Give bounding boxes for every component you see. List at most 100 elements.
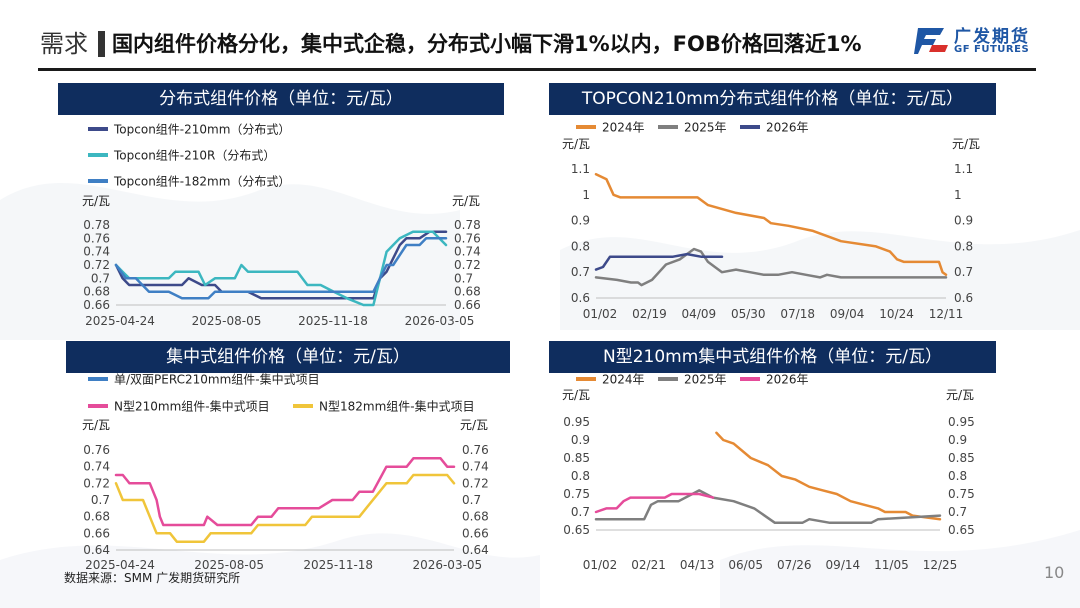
legend-label-central-1: N型210mm组件-集中式项目 <box>114 399 270 414</box>
x-tick-ntype-5: 09/14 <box>826 558 861 572</box>
y-tick-right-topcon-5: 0.6 <box>954 291 973 305</box>
legend-label-topcon-2: 2026年 <box>766 121 809 135</box>
y-tick-left-ntype-4: 0.75 <box>563 487 590 501</box>
series-line-central-1 <box>114 457 456 527</box>
x-tick-ntype-1: 02/21 <box>631 558 666 572</box>
x-tick-topcon-7: 12/11 <box>929 307 964 321</box>
y-tick-right-central-4: 0.68 <box>462 510 489 524</box>
y-tick-left-topcon-4: 0.7 <box>571 265 590 279</box>
x-tick-central-1: 2025-08-05 <box>194 558 264 572</box>
x-tick-central-0: 2025-04-24 <box>85 558 155 572</box>
legend-label-dist-2: Topcon组件-182mm（分布式） <box>113 175 290 189</box>
y-unit-right-dist: 元/瓦 <box>452 194 480 208</box>
x-tick-topcon-3: 05/30 <box>731 307 766 321</box>
logo-text-cn: 广发期货 <box>954 27 1030 47</box>
y-tick-left-dist-2: 0.74 <box>83 245 110 259</box>
x-tick-ntype-3: 06/05 <box>728 558 763 572</box>
panel-title-ntype: N型210mm集中式组件价格（单位：元/瓦） <box>549 341 996 373</box>
section-label: 需求 <box>40 30 88 58</box>
y-tick-left-ntype-0: 0.95 <box>563 415 590 429</box>
series-line-topcon-2 <box>594 252 724 271</box>
y-tick-left-ntype-3: 0.8 <box>571 469 590 483</box>
x-tick-ntype-4: 07/26 <box>777 558 812 572</box>
y-tick-left-central-3: 0.7 <box>91 493 110 507</box>
legend-label-ntype-1: 2025年 <box>684 373 727 387</box>
y-tick-right-central-5: 0.66 <box>462 526 489 540</box>
series-line-ntype-2 <box>594 492 715 514</box>
y-unit-left-ntype: 元/瓦 <box>562 388 590 402</box>
series-line-central-2 <box>114 473 456 543</box>
y-tick-right-dist-0: 0.78 <box>454 218 481 232</box>
x-tick-central-3: 2026-03-05 <box>412 558 482 572</box>
legend-label-central-2: N型182mm组件-集中式项目 <box>319 399 475 414</box>
y-unit-right-topcon: 元/瓦 <box>952 137 980 151</box>
y-tick-right-central-0: 0.76 <box>462 443 489 457</box>
legend-label-topcon-1: 2025年 <box>684 121 727 135</box>
y-tick-left-topcon-1: 1 <box>582 188 590 202</box>
y-unit-left-topcon: 元/瓦 <box>562 137 590 151</box>
series-line-ntype-1 <box>594 489 942 525</box>
y-tick-left-dist-6: 0.66 <box>83 298 110 312</box>
x-tick-topcon-5: 09/04 <box>830 307 865 321</box>
y-tick-right-ntype-1: 0.9 <box>948 433 967 447</box>
y-tick-right-central-1: 0.74 <box>462 460 489 474</box>
panel-title-central: 集中式组件价格（单位：元/瓦） <box>66 341 510 373</box>
y-unit-left-central: 元/瓦 <box>82 418 110 432</box>
y-tick-right-central-3: 0.7 <box>462 493 481 507</box>
y-tick-left-ntype-6: 0.65 <box>563 523 590 537</box>
x-tick-dist-0: 2025-04-24 <box>85 314 155 328</box>
x-tick-topcon-6: 10/24 <box>879 307 914 321</box>
series-line-dist-0 <box>114 230 448 300</box>
y-tick-left-central-1: 0.74 <box>83 460 110 474</box>
x-tick-dist-2: 2025-11-18 <box>298 314 368 328</box>
legend-label-dist-0: Topcon组件-210mm（分布式） <box>113 123 290 137</box>
series-line-topcon-0 <box>594 172 948 277</box>
data-source-note: 数据来源：SMM 广发期货研究所 <box>64 571 241 585</box>
x-tick-dist-1: 2025-08-05 <box>192 314 262 328</box>
header-rule <box>38 68 1036 71</box>
y-tick-left-dist-1: 0.76 <box>83 231 110 245</box>
y-tick-left-topcon-3: 0.8 <box>571 239 590 253</box>
y-unit-right-central: 元/瓦 <box>460 418 488 432</box>
y-tick-left-topcon-2: 0.9 <box>571 214 590 228</box>
chart-centralized-module-price: 单/双面PERC210mm组件-集中式项目 N型210mm组件-集中式项目 N型18… <box>82 372 489 573</box>
y-tick-right-central-6: 0.64 <box>462 543 489 557</box>
y-tick-right-dist-1: 0.76 <box>454 231 481 245</box>
y-tick-left-ntype-5: 0.7 <box>571 505 590 519</box>
y-tick-left-topcon-0: 1.1 <box>571 162 590 176</box>
y-tick-left-dist-5: 0.68 <box>83 285 110 299</box>
y-tick-left-dist-0: 0.78 <box>83 218 110 232</box>
y-tick-right-ntype-3: 0.8 <box>948 469 967 483</box>
y-tick-right-ntype-0: 0.95 <box>948 415 975 429</box>
y-tick-right-ntype-5: 0.7 <box>948 505 967 519</box>
legend-label-dist-1: Topcon组件-210R（分布式） <box>113 149 275 163</box>
y-tick-left-dist-4: 0.7 <box>91 271 110 285</box>
y-unit-left-dist: 元/瓦 <box>82 194 110 208</box>
y-tick-left-ntype-2: 0.85 <box>563 451 590 465</box>
chart-distributed-module-price: Topcon组件-210mm（分布式） Topcon组件-210R（分布式） Top… <box>82 123 481 329</box>
x-tick-topcon-4: 07/18 <box>780 307 815 321</box>
y-tick-left-central-0: 0.76 <box>83 443 110 457</box>
title-accent-bar <box>98 31 105 57</box>
y-tick-right-ntype-6: 0.65 <box>948 523 975 537</box>
legend-label-ntype-2: 2026年 <box>766 373 809 387</box>
y-tick-right-central-2: 0.72 <box>462 476 489 490</box>
x-tick-ntype-6: 11/05 <box>874 558 909 572</box>
logo-text-en: GF FUTURES <box>954 44 1030 55</box>
series-line-dist-1 <box>114 230 448 307</box>
panel-title-topcon: TOPCON210mm分布式组件价格（单位：元/瓦） <box>549 83 996 115</box>
y-tick-left-ntype-1: 0.9 <box>571 433 590 447</box>
y-tick-right-topcon-1: 1 <box>954 188 962 202</box>
legend-label-central-0: 单/双面PERC210mm组件-集中式项目 <box>114 372 320 387</box>
y-tick-right-dist-2: 0.74 <box>454 245 481 259</box>
x-tick-ntype-2: 04/13 <box>680 558 715 572</box>
y-tick-left-central-5: 0.66 <box>83 526 110 540</box>
y-tick-right-dist-3: 0.72 <box>454 258 481 272</box>
y-tick-right-topcon-2: 0.9 <box>954 214 973 228</box>
page-number: 10 <box>1044 563 1065 582</box>
gf-logo-icon <box>914 28 948 54</box>
y-tick-right-dist-4: 0.7 <box>454 271 473 285</box>
y-unit-right-ntype: 元/瓦 <box>946 388 974 402</box>
